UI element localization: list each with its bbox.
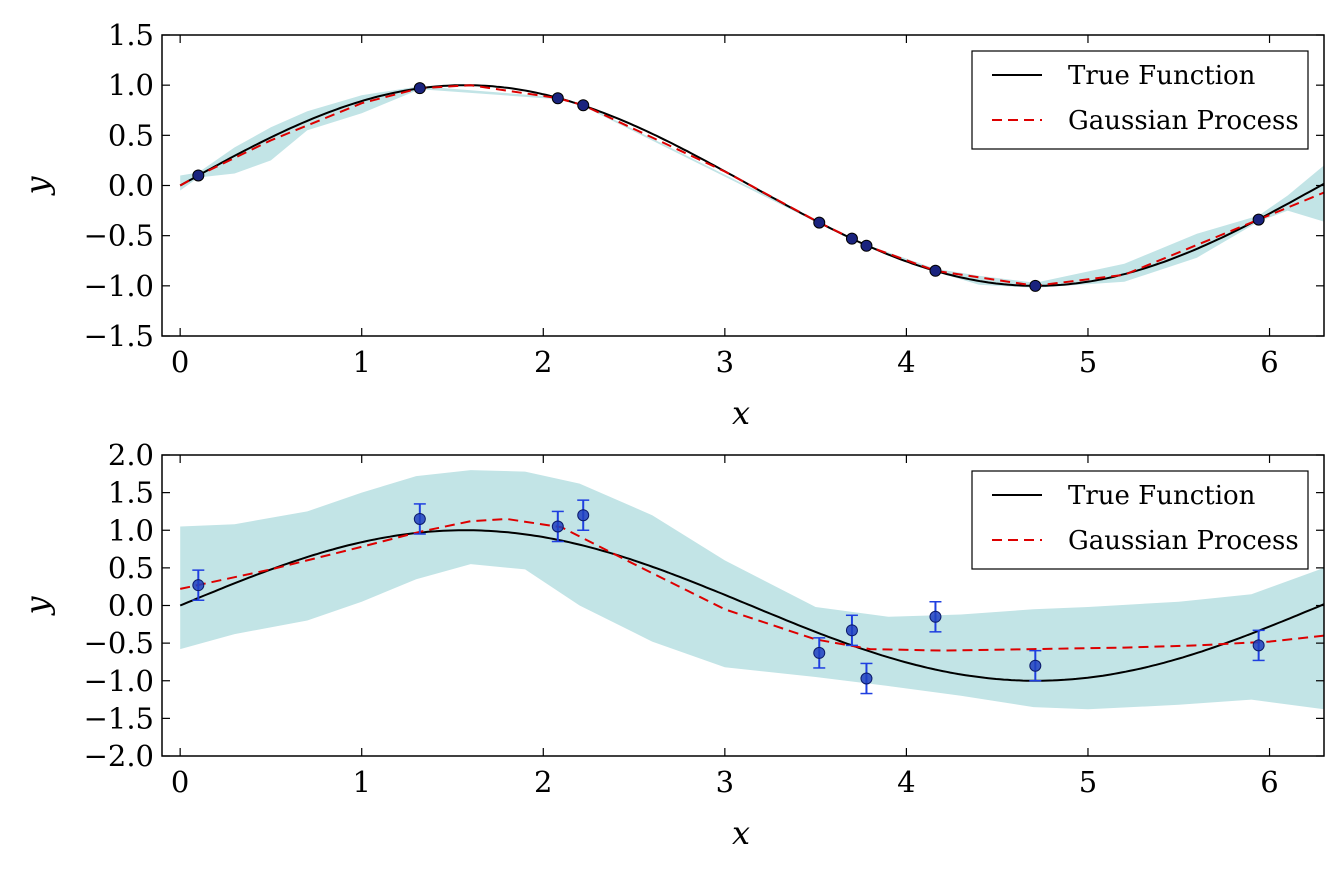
legend: True Function Gaussian Process [971,470,1309,570]
data-point [860,239,873,252]
legend-label-true-function: True Function [1068,61,1256,91]
data-point [813,216,826,229]
data-point [413,512,426,525]
plot-area [179,470,1324,710]
y-tick-label: 2.0 [108,438,154,472]
x-axis-label: x [732,394,750,432]
x-tick-label: 4 [897,765,915,799]
y-tick-label: 0.0 [108,169,154,203]
y-tick-label: −1.5 [84,319,154,353]
y-tick-label: 1.5 [108,476,154,510]
gaussian-process-line [179,84,1324,287]
data-point [192,169,205,182]
data-point [929,610,942,623]
data-point [551,520,564,533]
x-tick-label: 5 [1079,345,1097,379]
data-point [551,92,564,105]
data-point [1029,279,1042,292]
data-point [929,264,942,277]
data-point [845,624,858,637]
legend-box [971,50,1309,150]
x-tick-label: 6 [1260,345,1278,379]
legend-box [971,470,1309,570]
y-tick-label: 0.5 [108,118,154,152]
x-tick-label: 6 [1260,765,1278,799]
data-point [813,646,826,659]
x-tick-label: 2 [534,765,552,799]
x-tick-label: 0 [171,345,189,379]
data-point [413,82,426,95]
y-tick-label: −1.5 [84,701,154,735]
x-tick-label: 0 [171,765,189,799]
y-tick-label: 0.5 [108,551,154,585]
legend-label-gaussian-process: Gaussian Process [1068,526,1299,556]
data-point [577,99,590,112]
y-tick-label: −1.0 [84,269,154,303]
data-point [845,232,858,245]
legend-label-gaussian-process: Gaussian Process [1068,106,1299,136]
data-point [1252,639,1265,652]
top-plot-panel: 0 1 2 3 4 5 6 1.5 1.0 0.5 0.0 −0.5 −1.0 −1.5 x y True Fu… [18,18,1325,432]
bottom-plot-panel: 0 1 2 3 4 5 6 2.0 1.51.0 0.5 0.0−0.5 −1.0−1.5 −2.0 x y… [18,438,1325,852]
x-tick-label: 3 [716,345,734,379]
y-axis-label: y [18,596,56,617]
legend-label-true-function: True Function [1068,481,1256,511]
y-tick-label: −0.5 [84,626,154,660]
data-point [577,509,590,522]
y-tick-label: 1.0 [108,68,154,102]
y-tick-label: 0.0 [108,589,154,623]
gaussian-process-line [179,518,1324,652]
data-point [1252,213,1265,226]
x-axis-label: x [732,814,750,852]
x-tick-label: 5 [1079,765,1097,799]
x-tick-label: 2 [534,345,552,379]
y-tick-label: −0.5 [84,219,154,253]
plot-area [179,84,1324,288]
y-axis-label: y [18,176,56,197]
data-point [860,672,873,685]
y-tick-label: −2.0 [84,739,154,773]
y-tick-label: 1.0 [108,513,154,547]
x-tick-label: 3 [716,765,734,799]
data-point [1029,659,1042,672]
y-tick-label: 1.5 [108,18,154,52]
true-function-line [179,529,1324,682]
legend: True Function Gaussian Process [971,50,1309,150]
data-point [192,579,205,592]
y-tick-label: −1.0 [84,664,154,698]
x-tick-label: 1 [352,345,370,379]
x-tick-label: 4 [897,345,915,379]
x-tick-label: 1 [352,765,370,799]
